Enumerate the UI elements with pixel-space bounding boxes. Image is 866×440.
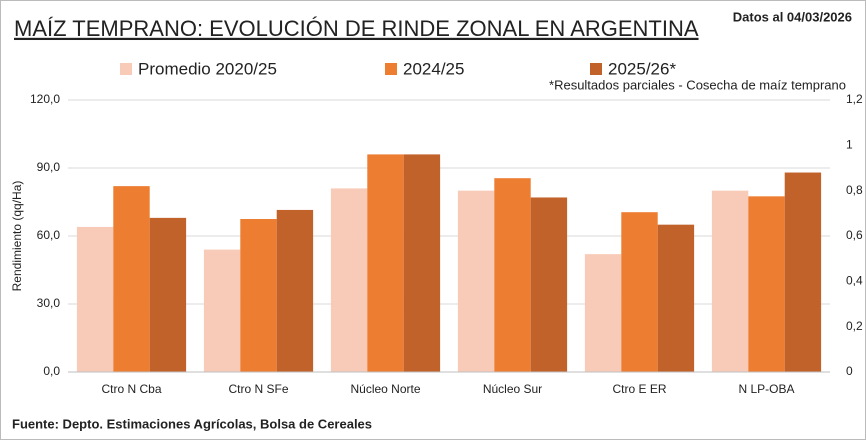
legend-swatch: [590, 63, 602, 75]
bar: [530, 197, 568, 372]
bar: [240, 219, 277, 372]
bar: [113, 186, 150, 372]
legend-swatch: [120, 63, 132, 75]
bar: [657, 224, 695, 372]
x-tick-label: Ctro E ER: [612, 382, 666, 396]
y2-tick-label: 0,8: [846, 183, 863, 197]
bar: [330, 188, 368, 372]
bar: [76, 226, 114, 372]
y2-tick-label: 0,2: [846, 319, 863, 333]
x-tick-label: Núcleo Norte: [350, 382, 420, 396]
bar: [403, 154, 441, 372]
bar: [584, 254, 622, 372]
bar: [203, 249, 241, 372]
chart-title: MAÍZ TEMPRANO: EVOLUCIÓN DE RINDE ZONAL …: [14, 16, 699, 41]
chart-source: Fuente: Depto. Estimaciones Agrícolas, B…: [12, 416, 372, 431]
y-tick-label: 90,0: [37, 160, 61, 174]
legend-label: Promedio 2020/25: [138, 59, 277, 78]
x-tick-label: Núcleo Sur: [483, 382, 542, 396]
legend-label: 2025/26*: [608, 59, 676, 78]
y-axis-label: Rendimiento (qq/Ha): [10, 181, 24, 292]
y2-tick-label: 1: [846, 138, 853, 152]
bar: [457, 190, 495, 372]
legend-label: 2024/25: [403, 59, 464, 78]
bar: [748, 196, 785, 372]
y2-tick-label: 0,4: [846, 274, 863, 288]
y-tick-label: 60,0: [37, 228, 61, 242]
y2-tick-label: 0,6: [846, 228, 863, 242]
bar: [149, 217, 187, 372]
bar: [784, 172, 822, 372]
y2-tick-label: 1,2: [846, 92, 863, 106]
chart-note: *Resultados parciales - Cosecha de maíz …: [549, 77, 846, 92]
bar: [711, 190, 749, 372]
bar: [621, 212, 658, 372]
x-tick-label: N LP-OBA: [738, 382, 794, 396]
y-tick-label: 30,0: [37, 296, 61, 310]
bar: [276, 209, 314, 372]
x-tick-label: Ctro N SFe: [228, 382, 288, 396]
legend-swatch: [385, 63, 397, 75]
y-tick-label: 0,0: [43, 364, 60, 378]
bar: [367, 154, 404, 372]
y2-tick-label: 0: [846, 364, 853, 378]
bar: [494, 178, 531, 372]
chart-subtitle: Datos al 04/03/2026: [733, 9, 852, 24]
y-tick-label: 120,0: [30, 92, 60, 106]
x-tick-label: Ctro N Cba: [101, 382, 161, 396]
